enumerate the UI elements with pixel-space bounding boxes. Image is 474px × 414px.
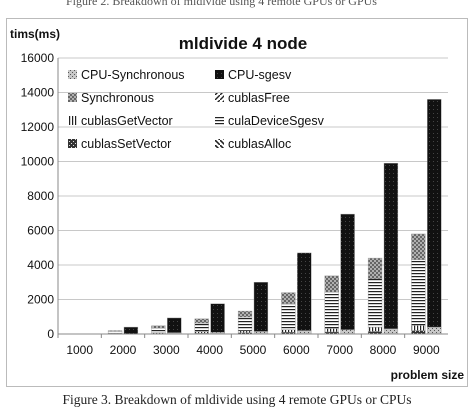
bar-culadevicesgesv-7000 (324, 292, 339, 329)
y-tick-label: 2000 (27, 293, 54, 307)
bar-cpu-synchronous-9000 (427, 326, 442, 335)
bar-synchronous-7000 (324, 275, 339, 293)
y-tick-label: 6000 (27, 224, 54, 238)
bar-cpu-synchronous-7000 (340, 329, 355, 335)
y-tick-label: 14000 (21, 86, 55, 100)
legend-label: Synchronous (81, 91, 154, 105)
bar-cpu-synchronous-8000 (383, 328, 399, 335)
legend-swatch (215, 116, 224, 125)
x-tick-label: 3000 (153, 343, 180, 357)
bar-cpu-sgesv-7000 (340, 213, 355, 330)
bar-cpu-sgesv-2000 (123, 326, 139, 335)
legend-swatch (215, 139, 224, 148)
bar-synchronous-3000 (151, 325, 166, 329)
bar-cublasgetvector-4000 (194, 331, 209, 334)
bar-culadevicesgesv-4000 (194, 322, 209, 332)
y-tick-label: 10000 (21, 155, 55, 169)
legend-label: CPU-Synchronous (81, 68, 185, 82)
bar-synchronous-9000 (411, 233, 426, 261)
chart-title: mldivide 4 node (179, 34, 307, 53)
bar-culadevicesgesv-2000 (107, 331, 123, 334)
legend-label: culaDeviceSgesv (228, 114, 325, 128)
x-tick-label: 7000 (326, 343, 353, 357)
x-axis-label: problem size (391, 368, 465, 382)
bar-cublasgetvector-8000 (367, 326, 383, 332)
axes: 0 2000 4000 6000 8000 10000 12000 14000 16000 100… (21, 51, 448, 357)
bar-cublasgetvector-5000 (237, 330, 253, 333)
legend-label: cublasGetVector (81, 114, 173, 128)
legend-label: CPU-sgesv (228, 68, 292, 82)
legend-swatch (215, 70, 224, 79)
legend-swatch (68, 70, 77, 79)
legend-label: cublasFree (228, 91, 290, 105)
bar-culadevicesgesv-9000 (411, 259, 426, 326)
bar-cpu-sgesv-3000 (167, 317, 182, 333)
bar-cublasgetvector-7000 (324, 328, 339, 333)
y-tick-label: 12000 (21, 120, 55, 134)
x-tick-label: 2000 (110, 343, 137, 357)
bar-synchronous-5000 (237, 310, 253, 318)
chart-frame (6, 18, 468, 387)
caption-bottom: Figure 3. Breakdown of mldivide using 4 … (62, 392, 412, 407)
legend: CPU-Synchronous CPU-sgesv Synchronous cubla… (68, 68, 325, 151)
bar-synchronous-8000 (367, 257, 383, 280)
bar-synchronous-4000 (194, 318, 209, 324)
legend-swatch (68, 93, 77, 102)
bar-culadevicesgesv-3000 (151, 328, 166, 333)
legend-swatch (215, 93, 224, 102)
bar-cpu-sgesv-6000 (297, 252, 312, 331)
bar-culadevicesgesv-5000 (237, 316, 253, 332)
x-tick-label: 1000 (66, 343, 93, 357)
legend-swatch (68, 116, 77, 125)
x-tick-label: 5000 (240, 343, 267, 357)
x-tick-label: 9000 (413, 343, 440, 357)
bar-cpu-synchronous-6000 (297, 330, 312, 335)
bar-culadevicesgesv-6000 (281, 303, 296, 330)
bar-culadevicesgesv-8000 (367, 278, 383, 328)
caption-top: Figure 2. Breakdown of mldivide using 4 … (66, 0, 377, 8)
y-tick-label: 16000 (21, 51, 55, 65)
bar-cublasgetvector-6000 (281, 329, 296, 333)
bar-cublasgetvector-9000 (411, 325, 426, 331)
y-tick-label: 4000 (27, 258, 54, 272)
bar-cpu-sgesv-5000 (253, 282, 269, 332)
legend-label: cublasSetVector (81, 137, 171, 151)
bars (107, 99, 442, 335)
legend-swatch (68, 139, 77, 148)
bar-cpu-sgesv-8000 (383, 163, 399, 330)
bar-cpu-sgesv-4000 (210, 303, 225, 333)
y-tick-label: 0 (47, 327, 54, 341)
x-tick-label: 6000 (283, 343, 310, 357)
y-axis-label: tims(ms) (10, 27, 60, 41)
x-tick-label: 4000 (196, 343, 223, 357)
bar-synchronous-2000 (107, 330, 123, 332)
bar-synchronous-6000 (281, 292, 296, 305)
y-tick-label: 8000 (27, 189, 54, 203)
x-tick-label: 8000 (370, 343, 397, 357)
bar-cpu-sgesv-9000 (427, 99, 442, 328)
legend-label: cublasAlloc (228, 137, 291, 151)
bar-cublassetvector-9000 (411, 330, 426, 335)
